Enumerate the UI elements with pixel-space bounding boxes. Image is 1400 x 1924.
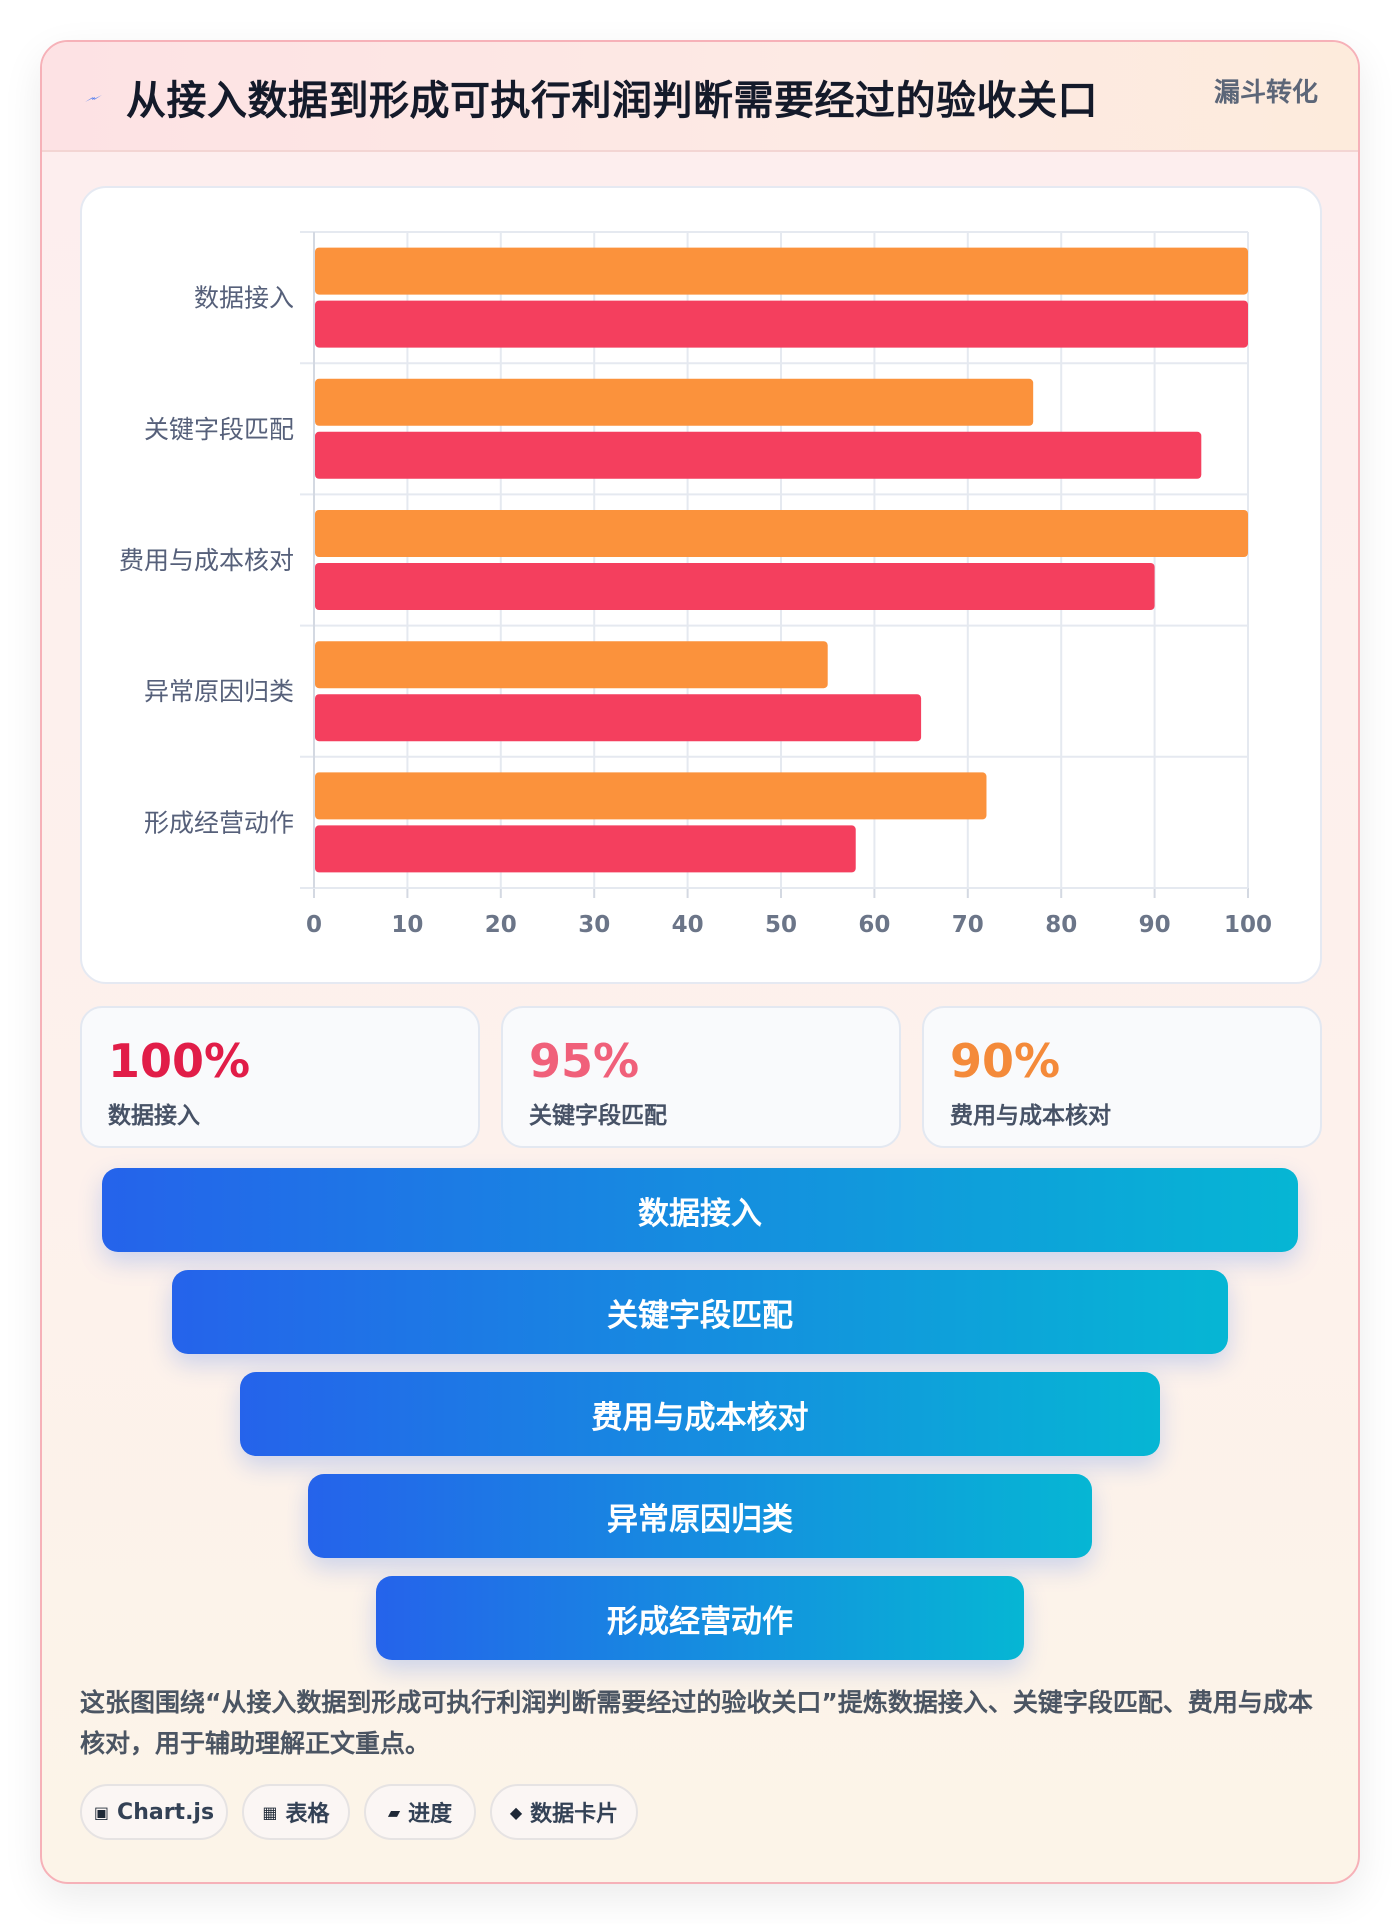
page-title: 从接入数据到形成可执行利润判断需要经过的验收关口 <box>126 78 1098 124</box>
y-category-label: 关键字段匹配 <box>144 415 294 444</box>
x-tick-label: 70 <box>952 912 984 938</box>
bar <box>315 510 1248 557</box>
tag-table[interactable]: ▦ 表格 <box>242 1784 350 1840</box>
header-tag: 漏斗转化 <box>1213 78 1318 108</box>
stat-label: 费用与成本核对 <box>950 1103 1111 1129</box>
y-category-label: 费用与成本核对 <box>119 546 294 575</box>
tag-label: 表格 <box>285 1802 330 1827</box>
chip-icon: ▣ <box>93 1802 110 1822</box>
stat-value: 100% <box>108 1034 251 1088</box>
bar <box>315 641 828 689</box>
table-icon: ▦ <box>262 1802 278 1822</box>
progress-icon: ▰ <box>387 1802 401 1822</box>
tag-progress[interactable]: ▰ 进度 <box>364 1784 476 1840</box>
funnel-stage: 关键字段匹配 <box>172 1270 1228 1354</box>
tag-label: 数据卡片 <box>530 1802 619 1827</box>
x-tick-label: 90 <box>1139 912 1171 938</box>
stat-label: 关键字段匹配 <box>529 1103 667 1129</box>
bar <box>315 825 856 873</box>
stat-label: 数据接入 <box>108 1103 200 1129</box>
bar <box>315 378 1034 426</box>
x-tick-label: 20 <box>485 912 517 938</box>
tag-chartjs[interactable]: ▣ Chart.js <box>80 1784 228 1840</box>
stat-card: 90% 费用与成本核对 <box>922 1006 1322 1148</box>
funnel-stage: 数据接入 <box>102 1168 1298 1252</box>
header: 从接入数据到形成可执行利润判断需要经过的验收关口 漏斗转化 <box>42 42 1358 152</box>
stat-card: 100% 数据接入 <box>80 1006 480 1148</box>
x-tick-label: 40 <box>672 912 704 938</box>
tag-label: 进度 <box>408 1802 453 1827</box>
stat-card: 95% 关键字段匹配 <box>501 1006 901 1148</box>
x-tick-label: 50 <box>765 912 797 938</box>
y-category-label: 形成经营动作 <box>144 808 294 837</box>
diamond-icon: ◆ <box>509 1802 523 1822</box>
bar <box>315 694 922 742</box>
bar-chart: 0 10 20 30 40 50 60 70 80 90 100 数据接入关键字段匹配费用与成本核对异… <box>119 231 1272 938</box>
tag-label: Chart.js <box>117 1799 215 1825</box>
x-tick-label: 10 <box>391 912 423 938</box>
infographic-card: 从接入数据到形成可执行利润判断需要经过的验收关口 漏斗转化 0 10 20 30 40 5… <box>40 40 1360 1884</box>
y-category-label: 数据接入 <box>194 284 294 313</box>
bar <box>315 431 1202 479</box>
x-tick-label: 100 <box>1224 912 1272 938</box>
funnel-stage: 形成经营动作 <box>376 1576 1024 1660</box>
stat-value: 95% <box>529 1034 640 1088</box>
bar <box>315 300 1248 348</box>
description: 这张图围绕“从接入数据到形成可执行利润判断需要经过的验收关口”提炼数据接入、关键… <box>80 1688 1313 1758</box>
funnel-stage: 费用与成本核对 <box>240 1372 1160 1456</box>
tag-data-card[interactable]: ◆ 数据卡片 <box>490 1784 638 1840</box>
x-tick-label: 60 <box>858 912 890 938</box>
chart-panel: 0 10 20 30 40 50 60 70 80 90 100 数据接入关键字段匹配费用与成本核对异… <box>80 186 1322 984</box>
y-category-label: 异常原因归类 <box>144 677 294 706</box>
bar <box>315 247 1248 295</box>
stat-value: 90% <box>950 1034 1061 1088</box>
funnel-stage: 异常原因归类 <box>308 1474 1092 1558</box>
lightning-icon <box>85 95 102 102</box>
x-tick-label: 30 <box>578 912 610 938</box>
bar <box>315 772 987 820</box>
x-tick-label: 80 <box>1045 912 1077 938</box>
bar <box>315 563 1155 610</box>
x-tick-label: 0 <box>306 912 322 938</box>
